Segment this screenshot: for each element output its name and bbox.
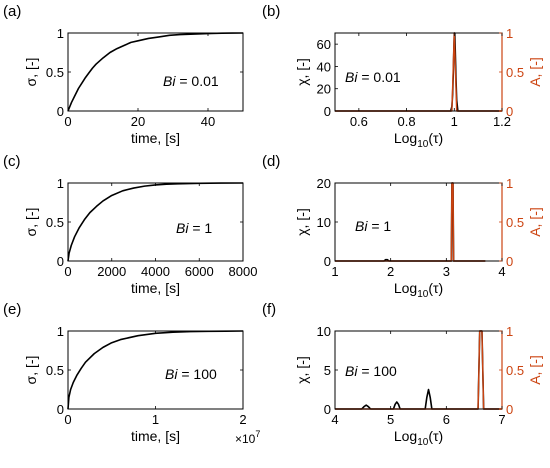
panel-label: (c) — [3, 153, 21, 170]
y-right-tick-label: 0 — [506, 402, 513, 417]
y-right-axis-label: A, [-] — [527, 57, 543, 87]
y-tick-label: 1 — [57, 176, 64, 191]
series-line-1 — [67, 182, 244, 262]
x-axis-label: Log10(τ) — [394, 280, 443, 300]
y-tick-label: 20 — [317, 176, 331, 191]
x-tick-label: 6 — [443, 412, 450, 427]
y-right-tick-label: 1 — [506, 176, 513, 191]
y-tick-label: 0.5 — [46, 215, 64, 230]
y-tick-label: 0 — [57, 254, 64, 269]
x-tick-label: 0 — [64, 264, 71, 279]
x-tick-label: 2 — [387, 264, 394, 279]
x-tick-label: 5 — [387, 412, 394, 427]
x-tick-label: 4 — [498, 264, 505, 279]
x-tick-label: 4 — [331, 412, 338, 427]
y-tick-label: 0 — [57, 104, 64, 119]
annotation-bi: Bi = 100 — [165, 366, 217, 382]
x-axis-exponent: ×107 — [235, 429, 260, 446]
y-tick-label: 20 — [317, 82, 331, 97]
annotation-bi: Bi = 0.01 — [163, 73, 219, 89]
x-tick-label: 0.6 — [350, 114, 368, 129]
y-tick-label: 1 — [57, 324, 64, 339]
panel-label: (e) — [3, 301, 21, 318]
series-line-1 — [67, 32, 244, 112]
y-tick-label: 40 — [317, 59, 331, 74]
y-tick-label: 0 — [57, 402, 64, 417]
y-right-tick-label: 0 — [506, 254, 513, 269]
plot-frame — [67, 182, 244, 262]
x-axis-label: Log10(τ) — [394, 130, 443, 150]
y-right-tick-label: 0.5 — [506, 65, 524, 80]
x-tick-label: 0.8 — [398, 114, 416, 129]
series-line-1 — [67, 330, 244, 410]
y-right-axis-label: A, [-] — [527, 207, 543, 237]
y-tick-label: 1 — [57, 26, 64, 41]
y-tick-label: 0 — [324, 104, 331, 119]
y-axis-label: σ, [-] — [23, 58, 39, 87]
y-tick-label: 0 — [324, 254, 331, 269]
x-tick-label: 1 — [152, 412, 159, 427]
x-axis-label: time, [s] — [131, 428, 180, 444]
y-right-tick-label: 0.5 — [506, 215, 524, 230]
y-right-tick-label: 0 — [506, 104, 513, 119]
y-tick-label: 0.5 — [46, 65, 64, 80]
y-tick-label: 5 — [324, 363, 331, 378]
x-tick-label: 0 — [64, 114, 71, 129]
y-right-tick-label: 1 — [506, 26, 513, 41]
y-tick-label: 10 — [317, 324, 331, 339]
chart-panel-a: (a) 0 20 40 0 0.5 1 time, [s] σ, [-] Bi = 0.01 — [3, 3, 244, 146]
annotation-bi: Bi = 0.01 — [345, 69, 401, 85]
x-tick-label: 7 — [498, 412, 505, 427]
x-tick-label: 6000 — [185, 264, 214, 279]
plot-frame — [67, 32, 244, 112]
x-tick-label: 40 — [201, 114, 215, 129]
panel-label: (d) — [262, 153, 280, 170]
x-axis-label: time, [s] — [131, 130, 180, 146]
x-tick-label: 1.2 — [493, 114, 511, 129]
y-tick-label: 0.5 — [46, 363, 64, 378]
x-tick-label: 8000 — [229, 264, 258, 279]
x-tick-label: 4000 — [141, 264, 170, 279]
annotation-bi: Bi = 1 — [355, 218, 391, 234]
x-tick-label: 0 — [64, 412, 71, 427]
y-axis-label: χ, [-] — [294, 58, 310, 86]
x-tick-label: 1 — [451, 114, 458, 129]
y-tick-label: 60 — [317, 37, 331, 52]
panel-label: (a) — [3, 3, 21, 20]
y-right-axis-label: A, [-] — [527, 355, 543, 385]
x-tick-label: 1 — [331, 264, 338, 279]
x-tick-label: 3 — [443, 264, 450, 279]
panel-label: (f) — [262, 301, 276, 318]
panel-label: (b) — [262, 3, 280, 20]
x-tick-label: 2 — [239, 412, 246, 427]
annotation-bi: Bi = 1 — [176, 220, 212, 236]
y-axis-label: σ, [-] — [23, 208, 39, 237]
y-tick-label: 0 — [324, 402, 331, 417]
annotation-bi: Bi = 100 — [345, 363, 397, 379]
y-right-tick-label: 1 — [506, 324, 513, 339]
x-axis-label: Log10(τ) — [394, 428, 443, 448]
y-axis-label: χ, [-] — [294, 356, 310, 384]
chart-panel-c: (c) 0 2000 4000 6000 8000 0 0.5 1 time, [s] σ, [-]… — [3, 153, 257, 296]
x-tick-label: 2000 — [97, 264, 126, 279]
y-tick-label: 10 — [317, 215, 331, 230]
x-tick-label: 20 — [131, 114, 145, 129]
y-right-tick-label: 0.5 — [506, 363, 524, 378]
x-axis-label: time, [s] — [131, 280, 180, 296]
y-axis-label: χ, [-] — [294, 208, 310, 236]
y-axis-label: σ, [-] — [23, 356, 39, 385]
